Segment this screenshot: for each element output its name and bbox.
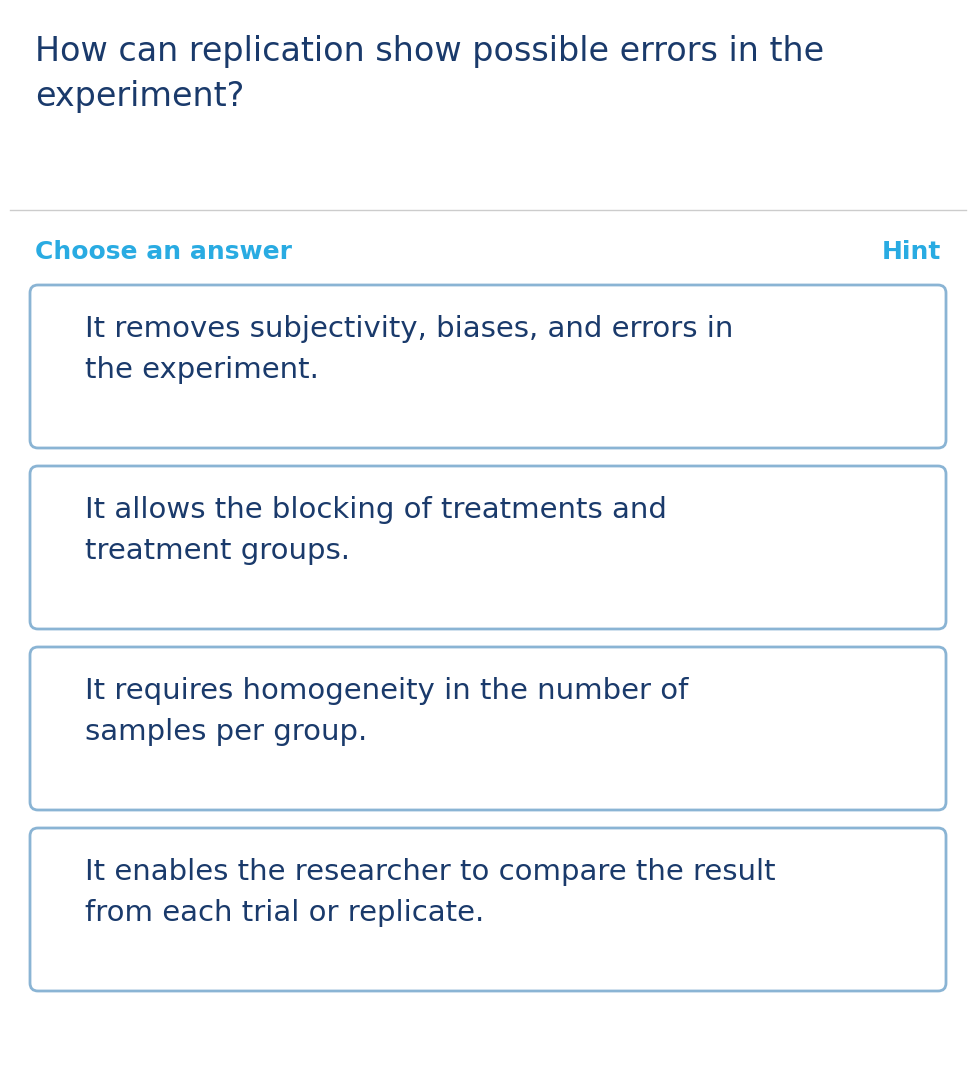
FancyBboxPatch shape: [30, 646, 946, 810]
Text: It requires homogeneity in the number of
samples per group.: It requires homogeneity in the number of…: [85, 677, 688, 746]
Text: Choose an answer: Choose an answer: [35, 240, 292, 264]
Text: Hint: Hint: [881, 240, 941, 264]
FancyBboxPatch shape: [30, 466, 946, 629]
FancyBboxPatch shape: [30, 285, 946, 448]
Text: It removes subjectivity, biases, and errors in
the experiment.: It removes subjectivity, biases, and err…: [85, 314, 733, 384]
Text: How can replication show possible errors in the
experiment?: How can replication show possible errors…: [35, 35, 824, 112]
Text: It allows the blocking of treatments and
treatment groups.: It allows the blocking of treatments and…: [85, 496, 667, 566]
Text: It enables the researcher to compare the result
from each trial or replicate.: It enables the researcher to compare the…: [85, 858, 776, 927]
FancyBboxPatch shape: [30, 828, 946, 992]
